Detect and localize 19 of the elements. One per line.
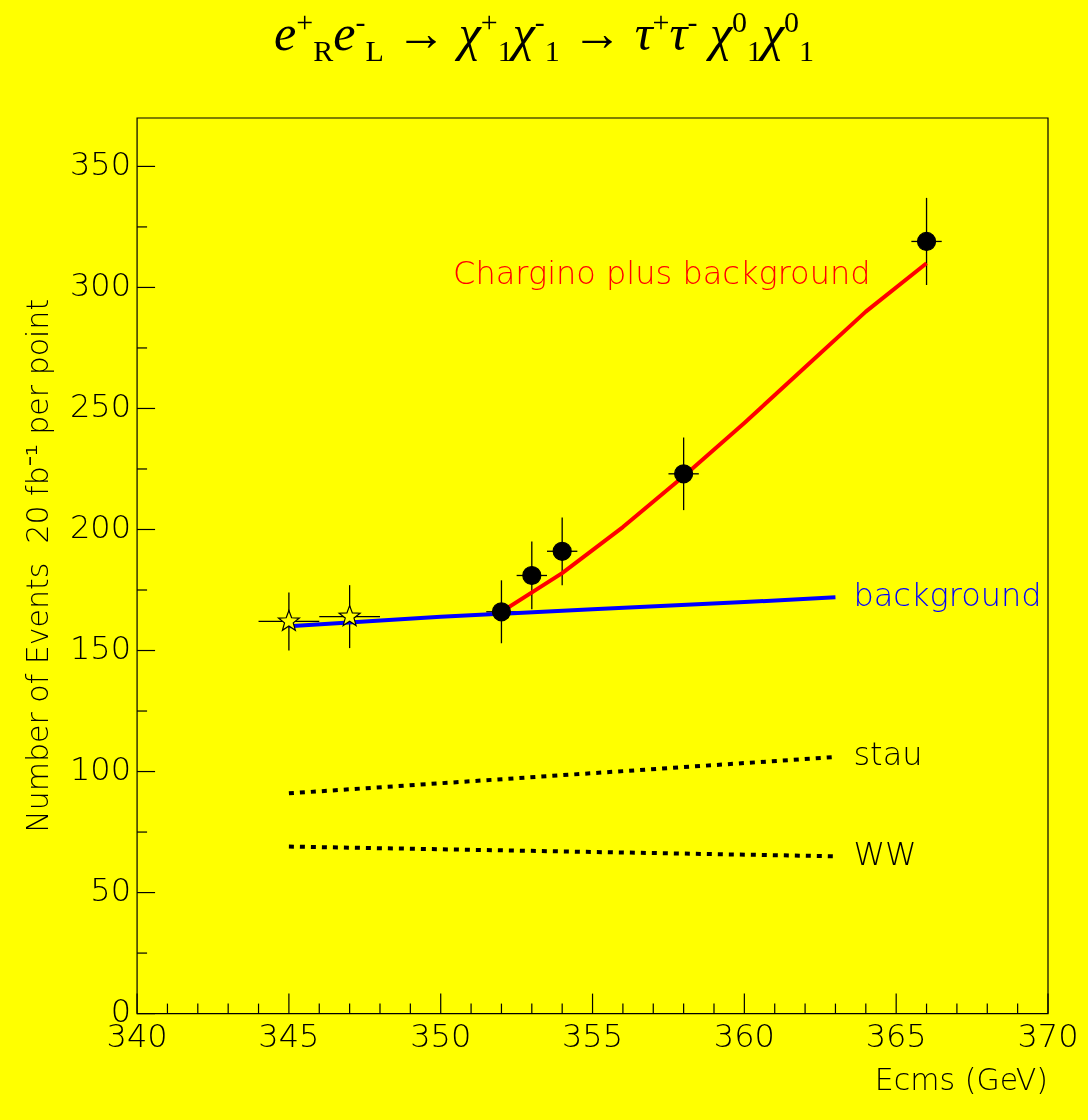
y-tick-label: 100 <box>70 749 132 788</box>
y-tick-label: 350 <box>70 144 132 183</box>
y-tick-label: 250 <box>70 386 132 425</box>
x-tick-label: 360 <box>713 1017 775 1056</box>
y-tick-label: 300 <box>70 265 132 304</box>
x-tick-label: 355 <box>562 1017 624 1056</box>
series-label: WW <box>853 834 917 873</box>
y-tick-label: 200 <box>70 507 132 546</box>
series-label: background <box>853 575 1042 614</box>
x-axis-title: Ecms (GeV) <box>874 1061 1048 1097</box>
series-label: Chargino plus background <box>453 253 871 292</box>
x-tick-label: 365 <box>865 1017 927 1056</box>
y-tick-label: 150 <box>70 628 132 667</box>
series-label: stau <box>853 735 923 774</box>
x-tick-label: 370 <box>1017 1017 1079 1056</box>
y-axis-title: Number of Events 20 fb⁻¹ per point <box>19 298 55 833</box>
x-tick-label: 345 <box>258 1017 320 1056</box>
y-tick-label: 50 <box>90 870 132 909</box>
x-tick-label: 350 <box>410 1017 472 1056</box>
